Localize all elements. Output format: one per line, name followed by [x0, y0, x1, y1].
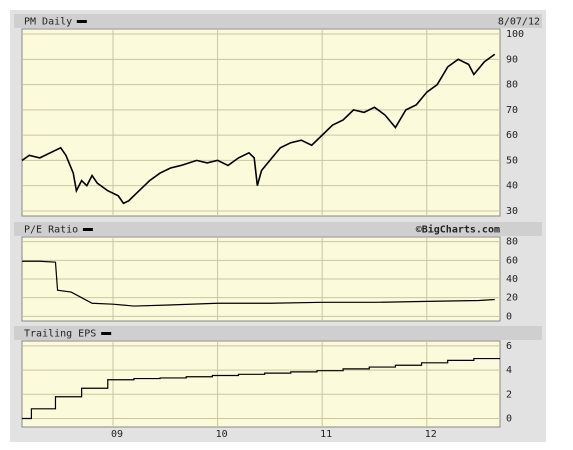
y-tick-label: 0: [506, 414, 512, 425]
plot-area: [21, 340, 501, 428]
legend-swatch: [101, 332, 112, 335]
x-tick-label: 10: [216, 429, 228, 440]
data-line: [22, 357, 500, 420]
x-tick-label: 09: [111, 429, 123, 440]
panel-title: P/E Ratio: [24, 225, 78, 236]
panel-title: PM Daily: [24, 17, 72, 28]
x-tick-label: 12: [425, 429, 437, 440]
y-tick-label: 20: [506, 293, 518, 304]
y-tick-label: 6: [506, 341, 512, 352]
data-line: [22, 260, 495, 307]
panel-title: Trailing EPS: [24, 329, 96, 340]
y-tick-label: 80: [506, 80, 518, 91]
y-tick-label: 40: [506, 274, 518, 285]
data-line: [21, 53, 496, 205]
y-tick-label: 40: [506, 181, 518, 192]
legend-swatch: [82, 228, 93, 231]
y-tick-label: 90: [506, 54, 518, 65]
plot-area: [21, 28, 501, 217]
panel-header: [14, 326, 542, 340]
y-tick-label: 60: [506, 130, 518, 141]
panel-header: [14, 222, 542, 236]
y-tick-label: 80: [506, 237, 518, 248]
y-tick-label: 0: [506, 311, 512, 322]
y-tick-label: 60: [506, 255, 518, 266]
y-tick-label: 100: [506, 29, 524, 40]
y-tick-label: 70: [506, 105, 518, 116]
y-tick-label: 2: [506, 389, 512, 400]
date-label: 8/07/12: [498, 17, 540, 28]
source-label: ©BigCharts.com: [416, 224, 500, 236]
panel-header: [14, 14, 542, 28]
y-tick-label: 30: [506, 206, 518, 217]
x-tick-label: 11: [320, 429, 332, 440]
legend-swatch: [76, 20, 87, 23]
y-tick-label: 4: [506, 365, 512, 376]
y-tick-label: 50: [506, 155, 518, 166]
